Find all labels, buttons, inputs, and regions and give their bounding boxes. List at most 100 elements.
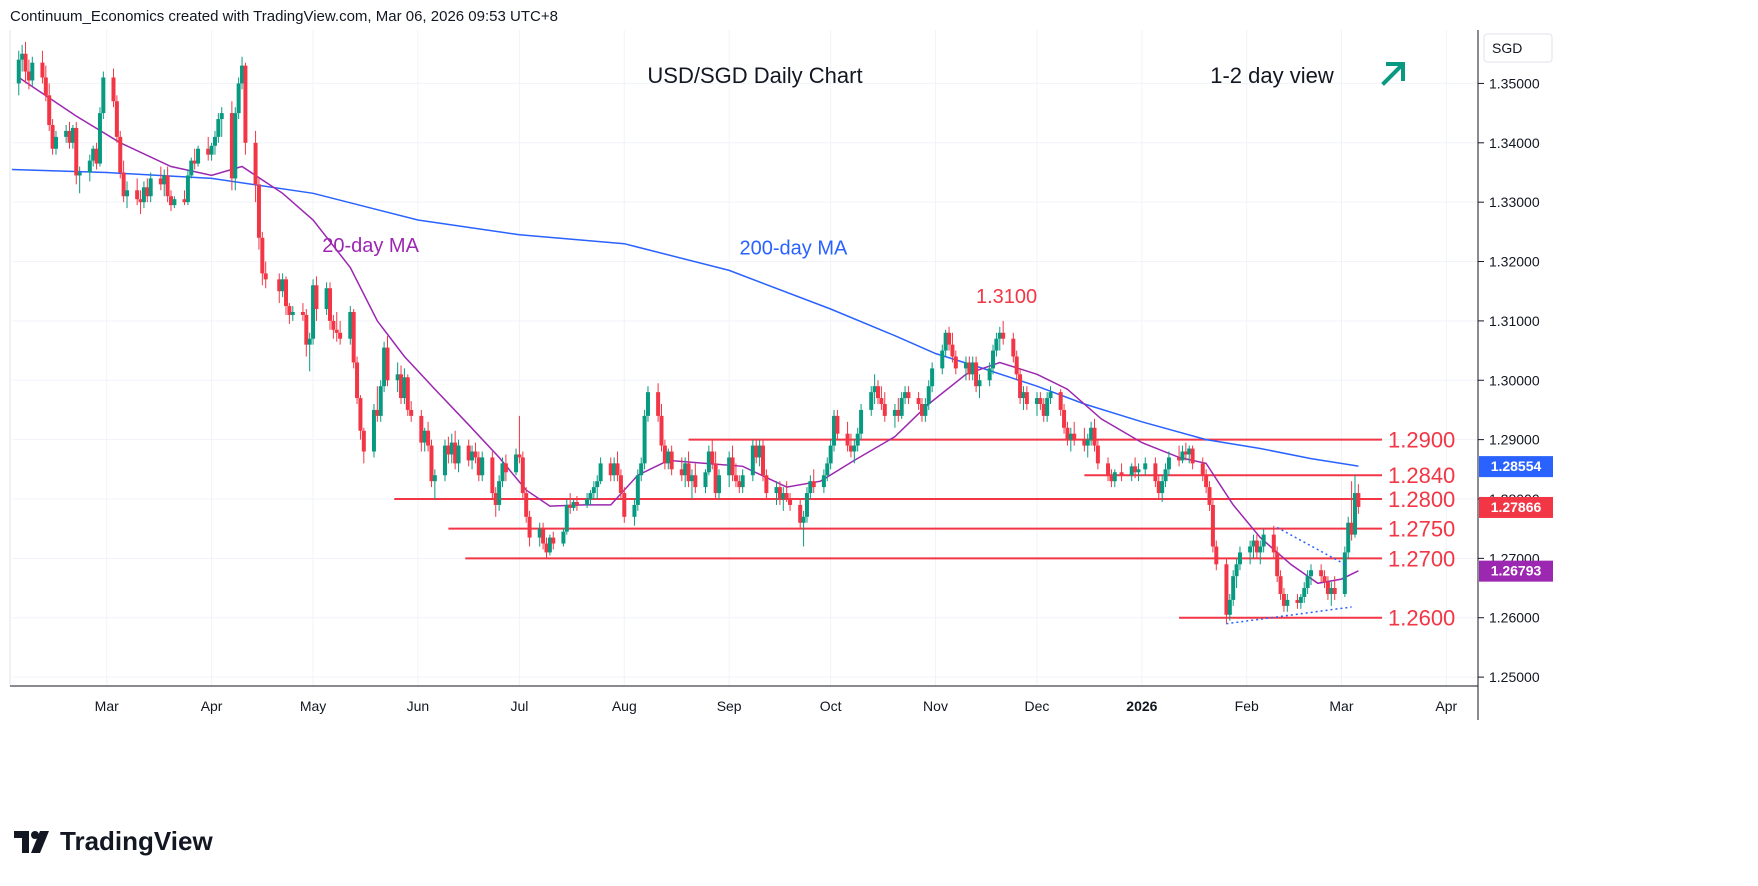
candle <box>514 448 519 476</box>
candle <box>1166 451 1171 476</box>
candle-body <box>74 127 79 176</box>
tradingview-logo[interactable]: TradingView <box>14 826 213 857</box>
candle <box>1275 546 1280 583</box>
candle <box>490 451 495 499</box>
candle <box>659 404 664 452</box>
candle-body <box>1332 588 1337 594</box>
candle-body <box>1163 469 1168 482</box>
candle-body <box>378 386 383 416</box>
candle-body <box>1298 596 1303 603</box>
candle-body <box>717 475 722 494</box>
candle <box>1237 546 1242 571</box>
candle <box>642 409 647 470</box>
candle-body <box>1041 404 1046 416</box>
candle <box>91 145 96 167</box>
candle <box>43 65 48 102</box>
candle <box>710 439 715 470</box>
candle-body <box>879 398 884 405</box>
candle-body <box>598 463 603 482</box>
candle <box>781 487 786 511</box>
candle-body <box>1190 448 1195 464</box>
candles <box>16 41 1361 624</box>
candle <box>192 148 197 170</box>
candle-body <box>443 445 448 476</box>
candle-body <box>314 285 319 310</box>
candle-body <box>953 356 958 369</box>
candle <box>689 469 694 499</box>
currency-box <box>1483 33 1553 63</box>
candle <box>1234 558 1239 589</box>
candle-body <box>1160 481 1165 494</box>
candle-body <box>713 463 718 494</box>
candle-body <box>615 463 620 476</box>
candle-body <box>916 398 921 405</box>
candle-body <box>1248 546 1253 553</box>
candle <box>456 439 461 473</box>
candle <box>527 510 532 547</box>
candle <box>1082 427 1087 452</box>
candle-body <box>872 386 877 393</box>
candle-body <box>480 457 485 476</box>
candle <box>1048 386 1053 405</box>
candle <box>835 409 840 440</box>
candle <box>500 457 505 488</box>
candle <box>77 166 82 194</box>
candle-body <box>375 409 380 416</box>
candle-body <box>544 543 549 553</box>
candle-body <box>1207 487 1212 505</box>
candle <box>419 409 424 452</box>
candle-body <box>300 311 305 315</box>
candle-body <box>825 463 830 476</box>
candle <box>70 124 75 149</box>
candle-body <box>422 430 427 443</box>
candle-body <box>520 457 525 494</box>
candle-body <box>1329 588 1334 594</box>
candle-body <box>1352 493 1357 535</box>
candle-body <box>551 537 556 544</box>
candle <box>1322 570 1327 589</box>
annotations: USD/SGD Daily Chart 1-2 day view 20-day MA… <box>322 62 1405 308</box>
candle-body <box>1234 564 1239 577</box>
candle-body <box>219 113 224 120</box>
candle <box>1298 593 1303 609</box>
candle <box>963 356 968 381</box>
candle-body <box>591 487 596 494</box>
candle <box>1254 534 1259 559</box>
candle-body <box>1024 392 1029 405</box>
candle-body <box>1018 374 1023 399</box>
candle-body <box>1180 451 1185 461</box>
candle-body <box>527 516 532 538</box>
x-tick-label: Feb <box>1235 698 1259 714</box>
candle <box>182 190 187 206</box>
candle <box>639 457 644 482</box>
price-axis[interactable]: 1.250001.260001.270001.280001.290001.300… <box>1478 33 1553 685</box>
time-axis[interactable]: Mar Apr May Jun Jul Aug Sep Oct Nov Dec 2026 Feb Mar… <box>95 698 1458 714</box>
candle-body <box>1309 570 1314 577</box>
candle-body <box>1038 398 1043 405</box>
candle <box>1143 457 1148 476</box>
candle <box>429 439 434 488</box>
candle-body <box>402 377 407 399</box>
candle <box>300 303 305 321</box>
candle <box>497 475 502 511</box>
candle-body <box>1166 457 1171 470</box>
candle <box>1062 404 1067 434</box>
candle-body <box>588 493 593 499</box>
candle <box>1342 546 1347 597</box>
candle <box>727 451 732 488</box>
candle <box>206 136 211 161</box>
candle-body <box>284 279 289 307</box>
candle <box>1309 564 1314 586</box>
candle-body <box>733 475 738 482</box>
candle-body <box>940 350 945 369</box>
candle <box>754 439 759 464</box>
candle <box>612 457 617 482</box>
candle <box>645 386 650 422</box>
candle <box>1200 457 1205 482</box>
candle <box>121 160 126 203</box>
candle-body <box>67 130 72 143</box>
candle-body <box>686 463 691 482</box>
y-tick-label: 1.32000 <box>1489 254 1540 270</box>
candle-body <box>182 199 187 203</box>
